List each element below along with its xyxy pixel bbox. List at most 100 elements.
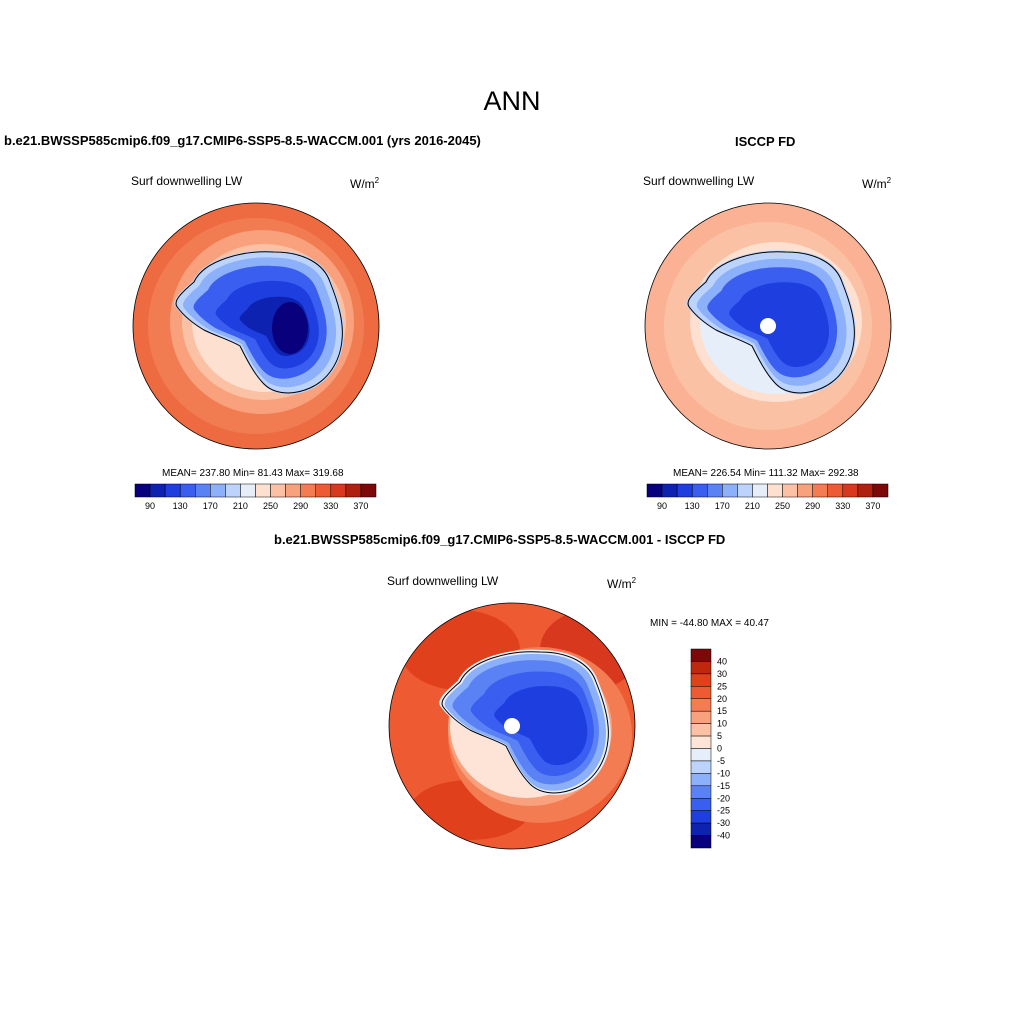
diff-colorbar-box (690, 822, 712, 836)
obs-colorbar-box (827, 483, 844, 498)
obs-map (645, 203, 891, 449)
diff-colorbar-box (690, 710, 712, 724)
diff-map-border (388, 602, 636, 850)
diff-colorbar-box (690, 773, 712, 787)
diff-units-label: W/m2 (607, 576, 637, 591)
obs-colorbar-box (707, 483, 723, 498)
model-colorbar-box (210, 483, 226, 498)
diff-colorbar-box (690, 835, 712, 849)
diff-colorbar-box (690, 648, 712, 662)
obs-colorbar-box (752, 483, 768, 498)
diff-colorbar-box (690, 673, 712, 687)
diff-colorbar-box (690, 686, 712, 699)
diff-colorbar-tick-label: 25 (717, 681, 727, 691)
model-colorbar-box (315, 483, 332, 498)
diff-colorbar-tick-label: 15 (717, 706, 727, 716)
obs-colorbar-tick-label: 290 (805, 501, 820, 511)
model-colorbar-tick-label: 290 (293, 501, 308, 511)
obs-units-label: W/m2 (862, 176, 892, 191)
model-stats: MEAN= 237.80 Min= 81.43 Max= 319.68 (162, 468, 344, 479)
model-colorbar-box (164, 483, 181, 498)
model-map (133, 203, 379, 449)
diff-colorbar-tick-label: 30 (717, 669, 727, 679)
model-colorbar-box (240, 483, 256, 498)
obs-colorbar-box (661, 483, 678, 498)
model-colorbar-box (134, 483, 151, 498)
obs-colorbar: 90 130 170 210 250 290 330 370 (646, 483, 889, 511)
obs-colorbar-box (857, 483, 874, 498)
model-colorbar-box (360, 483, 377, 498)
obs-colorbar-tick-label: 330 (835, 501, 850, 511)
diff-colorbar-box (690, 735, 712, 749)
model-colorbar-tick-label: 210 (233, 501, 248, 511)
diff-colorbar-box (690, 748, 712, 762)
obs-colorbar-box (646, 483, 663, 498)
diff-colorbar-box (690, 661, 712, 675)
model-variable-label: Surf downwelling LW (131, 174, 243, 188)
model-colorbar-tick-label: 370 (353, 501, 368, 511)
obs-colorbar-tick-label: 90 (657, 501, 667, 511)
diff-stats: MIN = -44.80 MAX = 40.47 (650, 618, 769, 629)
model-colorbar-tick-label: 90 (145, 501, 155, 511)
diff-colorbar-tick-label: -40 (717, 831, 730, 841)
model-panel-title: b.e21.BWSSP585cmip6.f09_g17.CMIP6-SSP5-8… (4, 133, 481, 148)
diff-colorbar-tick-label: 0 (717, 744, 722, 754)
diff-colorbar-tick-label: -10 (717, 768, 730, 778)
diff-pole-hole (504, 718, 520, 734)
diff-colorbar-tick-label: -5 (717, 756, 725, 766)
diff-colorbar-tick-label: 20 (717, 694, 727, 704)
model-colorbar-box (285, 483, 301, 498)
obs-colorbar-box (737, 483, 753, 498)
obs-map-border (644, 202, 892, 450)
diff-panel-title: b.e21.BWSSP585cmip6.f09_g17.CMIP6-SSP5-8… (274, 532, 726, 547)
obs-colorbar-box (812, 483, 828, 498)
model-colorbar-tick-label: 250 (263, 501, 278, 511)
diff-colorbar-box (690, 810, 712, 824)
obs-colorbar-box (676, 483, 693, 498)
obs-colorbar-box (767, 483, 783, 498)
obs-stats: MEAN= 226.54 Min= 111.32 Max= 292.38 (673, 468, 859, 479)
obs-colorbar-tick-label: 130 (685, 501, 700, 511)
obs-colorbar-box (691, 483, 708, 498)
model-colorbar-box (149, 483, 166, 498)
obs-colorbar-box (797, 483, 813, 498)
model-colorbar-box (179, 483, 196, 498)
diff-colorbar-tick-label: 40 (717, 656, 727, 666)
diff-colorbar: 40 30 25 20 15 10 5 0 -5 -10 -15 -20 -25 -30 -40 (690, 648, 730, 849)
model-colorbar-box (330, 483, 347, 498)
obs-colorbar-box (722, 483, 738, 498)
model-map-border (132, 202, 380, 450)
diff-colorbar-tick-label: -20 (717, 793, 730, 803)
model-colorbar-box (345, 483, 362, 498)
diff-colorbar-tick-label: -30 (717, 818, 730, 828)
obs-colorbar-tick-label: 370 (865, 501, 880, 511)
model-colorbar-tick-label: 170 (203, 501, 218, 511)
obs-variable-label: Surf downwelling LW (643, 174, 755, 188)
obs-colorbar-box (842, 483, 859, 498)
model-colorbar-box (195, 483, 211, 498)
model-colorbar-box (270, 483, 286, 498)
model-colorbar-tick-label: 330 (323, 501, 338, 511)
model-colorbar-tick-label: 130 (173, 501, 188, 511)
obs-pole-hole (760, 318, 776, 334)
diff-map (389, 603, 635, 849)
diff-colorbar-box (690, 785, 712, 799)
model-colorbar: 90 130 170 210 250 290 330 370 (134, 483, 377, 511)
diff-colorbar-tick-label: -25 (717, 806, 730, 816)
obs-colorbar-tick-label: 250 (775, 501, 790, 511)
diff-colorbar-box (690, 760, 712, 774)
diff-colorbar-tick-label: 5 (717, 731, 722, 741)
diff-colorbar-box (690, 723, 712, 737)
figure-title: ANN (483, 86, 541, 116)
obs-colorbar-box (782, 483, 798, 498)
diff-variable-label: Surf downwelling LW (387, 574, 499, 588)
model-colorbar-box (300, 483, 316, 498)
model-units-label: W/m2 (350, 176, 380, 191)
obs-panel-title: ISCCP FD (735, 134, 796, 149)
obs-colorbar-tick-label: 170 (715, 501, 730, 511)
diff-colorbar-box (690, 698, 712, 712)
model-colorbar-box (255, 483, 271, 498)
obs-colorbar-tick-label: 210 (745, 501, 760, 511)
obs-colorbar-box (872, 483, 889, 498)
diff-colorbar-tick-label: 10 (717, 719, 727, 729)
